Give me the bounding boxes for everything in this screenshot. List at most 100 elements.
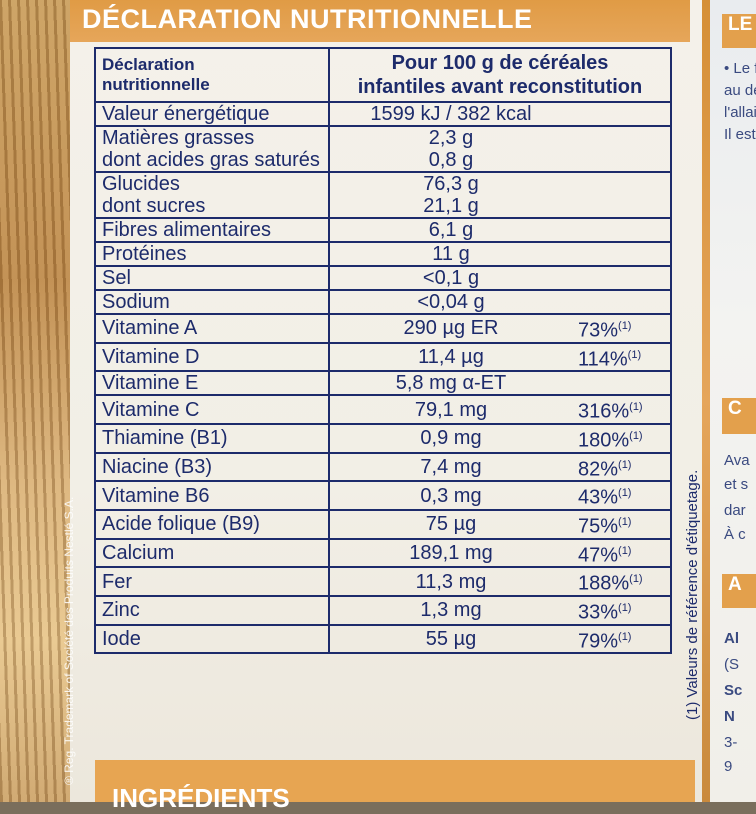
table-head-right: Pour 100 g de céréales infantiles avant … [328, 47, 672, 103]
nutrient-value: 2,3 g 0,8 g [328, 125, 572, 173]
footnote-marker: (1) [629, 401, 643, 414]
nutrient-name: Iode [94, 623, 330, 655]
nutrient-label: Protéines [102, 243, 187, 265]
nutrient-label: Vitamine E [102, 372, 199, 395]
nutrient-label: Vitamine D [102, 345, 200, 368]
nutrient-label: Iode [102, 627, 141, 650]
reference-percent: 316%(1) [572, 394, 672, 425]
nutrient-label: Fer [102, 570, 132, 593]
value-line: <0,04 g [417, 291, 485, 313]
reference-percent [572, 125, 672, 173]
value-line: 0,3 mg [420, 484, 482, 507]
table-row: Fer 11,3 mg 188%(1) [94, 566, 672, 597]
nutrition-rows: Valeur énergétique 1599 kJ / 382 kcal Mati… [94, 101, 672, 655]
ingredients-title: INGRÉDIENTS [112, 783, 290, 813]
nutrient-name: Sodium [94, 289, 330, 315]
value-line: 79,1 mg [414, 398, 488, 421]
reference-percent: 180%(1) [572, 422, 672, 454]
nutrient-label: Glucides [102, 173, 180, 195]
value-line: 189,1 mg [409, 541, 493, 564]
table-row: Vitamine A 290 µg ER 73%(1) [94, 313, 672, 344]
value-line: 75 µg [425, 513, 477, 536]
nutrient-name: Fibres alimentaires [94, 217, 330, 243]
nutrient-name: Sel [94, 265, 330, 291]
nutrient-label: Niacine (B3) [102, 455, 213, 478]
nutrient-value: 1599 kJ / 382 kcal [328, 101, 572, 127]
nutrient-value: 55 µg [328, 623, 572, 655]
nutrient-label: dont sucres [102, 195, 206, 217]
reference-percent: 75%(1) [572, 508, 672, 540]
nutrition-title: DÉCLARATION NUTRITIONNELLE [82, 4, 533, 34]
reference-percent: 79%(1) [572, 623, 672, 655]
table-row: Acide folique (B9) 75 µg 75%(1) [94, 508, 672, 540]
footnote-marker: (1) [618, 601, 632, 614]
right-panel-line: • Le f [724, 60, 756, 77]
nutrient-value: 0,3 mg [328, 480, 572, 511]
table-row: Vitamine C 79,1 mg 316%(1) [94, 394, 672, 425]
nutrient-value: <0,1 g [328, 265, 572, 291]
nutrient-name: Vitamine E [94, 370, 330, 397]
value-line: 0,8 g [428, 149, 474, 171]
right-panel-section: C [722, 398, 756, 434]
percent-value: 73% [578, 319, 619, 342]
right-panel-line: l'allai [724, 104, 756, 121]
percent-value: 82% [578, 458, 619, 481]
table-row: Calcium 189,1 mg 47%(1) [94, 537, 672, 569]
head-right-line: infantiles avant reconstitution [357, 76, 643, 98]
nutrient-value: 11 g [328, 241, 572, 267]
footnote-marker: (1) [618, 320, 632, 332]
nutrient-label: Thiamine (B1) [102, 427, 228, 450]
nutrient-label: Matières grasses [102, 127, 255, 149]
right-panel-section: A [722, 574, 756, 608]
value-line: 11,4 µg [418, 345, 484, 368]
footnote-marker: (1) [618, 544, 632, 557]
reference-percent [572, 241, 672, 267]
nutrition-table: Déclaration nutritionnelle Pour 100 g de… [94, 47, 672, 655]
trademark-notice: ® Reg. Trademark of Société des Produits… [62, 496, 76, 785]
table-row: Niacine (B3) 7,4 mg 82%(1) [94, 451, 672, 483]
value-line: 55 µg [425, 627, 477, 650]
nutrient-value: 6,1 g [328, 217, 572, 243]
nutrient-name: Acide folique (B9) [94, 508, 330, 540]
right-panel-line: 3- [724, 734, 738, 751]
head-left-line: nutritionnelle [102, 75, 210, 94]
nutrient-label: Vitamine C [102, 398, 200, 421]
nutrient-value: <0,04 g [328, 289, 572, 315]
percent-value: 79% [578, 630, 619, 653]
value-line: <0,1 g [422, 267, 480, 289]
nutrient-value: 11,4 µg [328, 341, 572, 373]
percent-value: 188% [578, 572, 630, 595]
percent-value: 47% [578, 544, 619, 567]
nutrient-label: Sodium [102, 291, 170, 313]
footnote-marker: (1) [627, 348, 642, 361]
reference-percent: 188%(1) [572, 566, 672, 597]
percent-value: 75% [578, 515, 619, 538]
nutrient-name: Zinc [94, 594, 330, 626]
nutrient-value: 76,3 g 21,1 g [328, 171, 572, 219]
right-panel-line: (S [724, 656, 739, 673]
nutrient-value: 7,4 mg [328, 451, 572, 483]
nutrient-name: Vitamine A [94, 313, 330, 344]
reference-percent [572, 217, 672, 243]
nutrient-value: 5,8 mg α-ET [328, 370, 572, 397]
right-panel-line: Il est [724, 126, 756, 143]
reference-percent: 47%(1) [572, 537, 672, 569]
right-panel-line: 9 [724, 758, 733, 775]
reference-percent [572, 370, 672, 397]
right-panel-header: LE [722, 14, 756, 48]
right-panel-line: dar [724, 502, 746, 519]
reference-percent [572, 101, 672, 127]
head-left-line: Déclaration [102, 55, 195, 74]
table-row: Protéines 11 g [94, 241, 672, 267]
table-row: Sodium <0,04 g [94, 289, 672, 315]
footnote-marker: (1) [618, 515, 632, 528]
reference-percent [572, 171, 672, 219]
nutrient-label: Valeur énergétique [102, 103, 270, 125]
nutrient-label: Zinc [102, 599, 140, 622]
head-right-line: Pour 100 g de céréales [391, 52, 609, 74]
nutrient-value: 79,1 mg [328, 394, 572, 425]
percent-value: 114% [578, 348, 628, 371]
table-head-left: Déclaration nutritionnelle [94, 47, 330, 103]
percent-value: 43% [578, 486, 619, 509]
nutrient-label: Sel [102, 267, 131, 289]
